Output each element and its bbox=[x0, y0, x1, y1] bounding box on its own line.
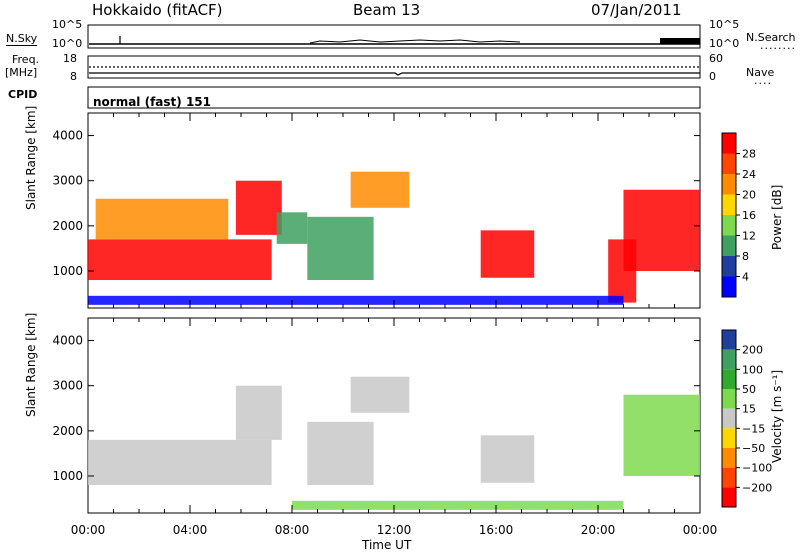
colorbar-band-1-4 bbox=[722, 408, 736, 429]
nsearch-tick-bottom: 10^0 bbox=[709, 37, 740, 50]
x-tick-label-2: 08:00 bbox=[275, 523, 310, 537]
colorbar-band-1-5 bbox=[722, 428, 736, 448]
axes: 4000 3000 2000 1000 4000 3000 2000 1000 00:00 04:… bbox=[52, 113, 717, 537]
colorbar-band-1-2 bbox=[722, 369, 736, 389]
data-region-0-5 bbox=[350, 171, 410, 208]
velocity-colorbar: 200 100 50 15 −15 −50 −100 −200 bbox=[721, 329, 772, 508]
velocity-ylabel: Slant Range [km] bbox=[24, 312, 38, 417]
colorbar-tick-label-0-3: 16 bbox=[742, 209, 756, 222]
data-region-1-2 bbox=[307, 421, 374, 486]
colorbar-band-0-0 bbox=[722, 133, 736, 154]
data-region-1-4 bbox=[480, 435, 535, 483]
data-region-0-2 bbox=[235, 180, 282, 235]
data-region-1-6 bbox=[292, 500, 624, 510]
colorbar-tick-label-1-3: 15 bbox=[742, 403, 756, 416]
freq-unit-label: [MHz] bbox=[5, 66, 38, 79]
colorbar-tick-label-1-7: −200 bbox=[742, 481, 772, 494]
x-tick-label-1: 04:00 bbox=[173, 523, 208, 537]
cpid-label: CPID bbox=[8, 88, 38, 101]
data-region-0-1 bbox=[95, 198, 229, 240]
colorbar-tick-label-1-5: −50 bbox=[742, 442, 765, 455]
data-region-0-6 bbox=[480, 230, 535, 278]
colorbar-band-1-0 bbox=[722, 330, 736, 350]
data-region-0-3 bbox=[276, 212, 308, 244]
colorbar-tick-label-1-4: −15 bbox=[742, 422, 765, 435]
freq-tick-top: 18 bbox=[63, 52, 77, 65]
noise-panel bbox=[87, 24, 701, 49]
colorbar-tick-label-0-4: 12 bbox=[742, 230, 756, 243]
colorbar-tick-label-1-1: 100 bbox=[742, 363, 763, 376]
y-tick-label-1-2: 2000 bbox=[52, 424, 83, 438]
nsky-label: N.Sky bbox=[6, 32, 38, 46]
colorbar-band-0-2 bbox=[722, 174, 736, 195]
y-tick-label-0-1: 3000 bbox=[52, 174, 83, 188]
power-colorbar: 28 24 20 16 12 8 4 bbox=[721, 132, 756, 298]
y-tick-label-1-1: 3000 bbox=[52, 379, 83, 393]
nave-tick-top: 60 bbox=[709, 52, 723, 65]
freq-tick-bottom: 8 bbox=[70, 70, 77, 83]
colorbar-tick-label-0-2: 20 bbox=[742, 189, 756, 202]
x-tick-label-5: 20:00 bbox=[581, 523, 616, 537]
data-region-1-5 bbox=[623, 394, 700, 476]
colorbar-band-1-8 bbox=[722, 487, 736, 507]
colorbar-tick-label-0-6: 4 bbox=[742, 271, 749, 284]
colorbar-band-0-7 bbox=[722, 276, 736, 297]
y-tick-label-1-0: 4000 bbox=[52, 334, 83, 348]
colorbar-tick-label-0-5: 8 bbox=[742, 250, 749, 263]
colorbar-tick-label-1-2: 50 bbox=[742, 383, 756, 396]
velocity-regions bbox=[88, 376, 700, 510]
colorbar-tick-label-0-0: 28 bbox=[742, 148, 756, 161]
nave-label: Nave bbox=[746, 66, 775, 79]
colorbar-tick-label-1-0: 200 bbox=[742, 344, 763, 357]
colorbar-band-0-5 bbox=[722, 235, 736, 256]
y-tick-label-0-0: 4000 bbox=[52, 129, 83, 143]
nsearch-tick-top: 10^5 bbox=[709, 18, 740, 31]
cpid-panel bbox=[87, 86, 701, 109]
colorbar-band-0-6 bbox=[722, 256, 736, 277]
freq-label: Freq. bbox=[12, 53, 40, 66]
x-tick-label-3: 12:00 bbox=[377, 523, 412, 537]
x-tick-label-6: 00:00 bbox=[683, 523, 718, 537]
colorbar-tick-label-0-1: 24 bbox=[742, 168, 756, 181]
data-region-1-0 bbox=[88, 439, 272, 486]
colorbar-band-1-1 bbox=[722, 349, 736, 370]
power-regions bbox=[88, 171, 700, 305]
colorbar-band-0-4 bbox=[722, 215, 736, 236]
nsearch-legend-dots: ........ bbox=[760, 39, 796, 52]
station-title: Hokkaido (fitACF) bbox=[92, 1, 223, 19]
beam-title: Beam 13 bbox=[353, 1, 421, 19]
nave-tick-bottom: 0 bbox=[709, 70, 716, 83]
cpid-mode: normal (fast) 151 bbox=[93, 95, 211, 109]
x-tick-label-0: 00:00 bbox=[71, 523, 106, 537]
nave-legend-dots: .... bbox=[754, 74, 772, 87]
freq-panel bbox=[87, 55, 701, 79]
colorbar-band-1-7 bbox=[722, 467, 736, 488]
date-title: 07/Jan/2011 bbox=[591, 1, 682, 19]
data-region-0-4 bbox=[307, 216, 374, 281]
data-region-1-3 bbox=[350, 376, 410, 413]
nsearch-label: N.Search bbox=[746, 31, 796, 44]
colorbar-band-0-1 bbox=[722, 153, 736, 174]
data-region-0-0 bbox=[88, 239, 272, 281]
x-axis-label: Time UT bbox=[362, 538, 412, 552]
power-ylabel: Slant Range [km] bbox=[24, 105, 38, 210]
y-tick-label-0-2: 2000 bbox=[52, 219, 83, 233]
colorbar-band-1-6 bbox=[722, 448, 736, 468]
nsky-tick-bottom: 10^0 bbox=[52, 37, 83, 50]
colorbar-tick-label-1-6: −100 bbox=[742, 462, 772, 475]
colorbar-band-0-3 bbox=[722, 194, 736, 215]
x-tick-label-4: 16:00 bbox=[479, 523, 514, 537]
power-colorbar-label: Power [dB] bbox=[770, 184, 784, 250]
colorbar-frame-1 bbox=[721, 329, 737, 508]
velocity-colorbar-label: Velocity [m s⁻¹] bbox=[770, 369, 784, 463]
data-region-0-9 bbox=[88, 295, 624, 305]
y-tick-label-0-3: 1000 bbox=[52, 264, 83, 278]
nsky-tick-top: 10^5 bbox=[52, 18, 83, 31]
data-region-0-8 bbox=[623, 189, 700, 271]
data-region-1-1 bbox=[235, 385, 282, 440]
colorbar-band-1-3 bbox=[722, 389, 736, 409]
y-tick-label-1-3: 1000 bbox=[52, 469, 83, 483]
